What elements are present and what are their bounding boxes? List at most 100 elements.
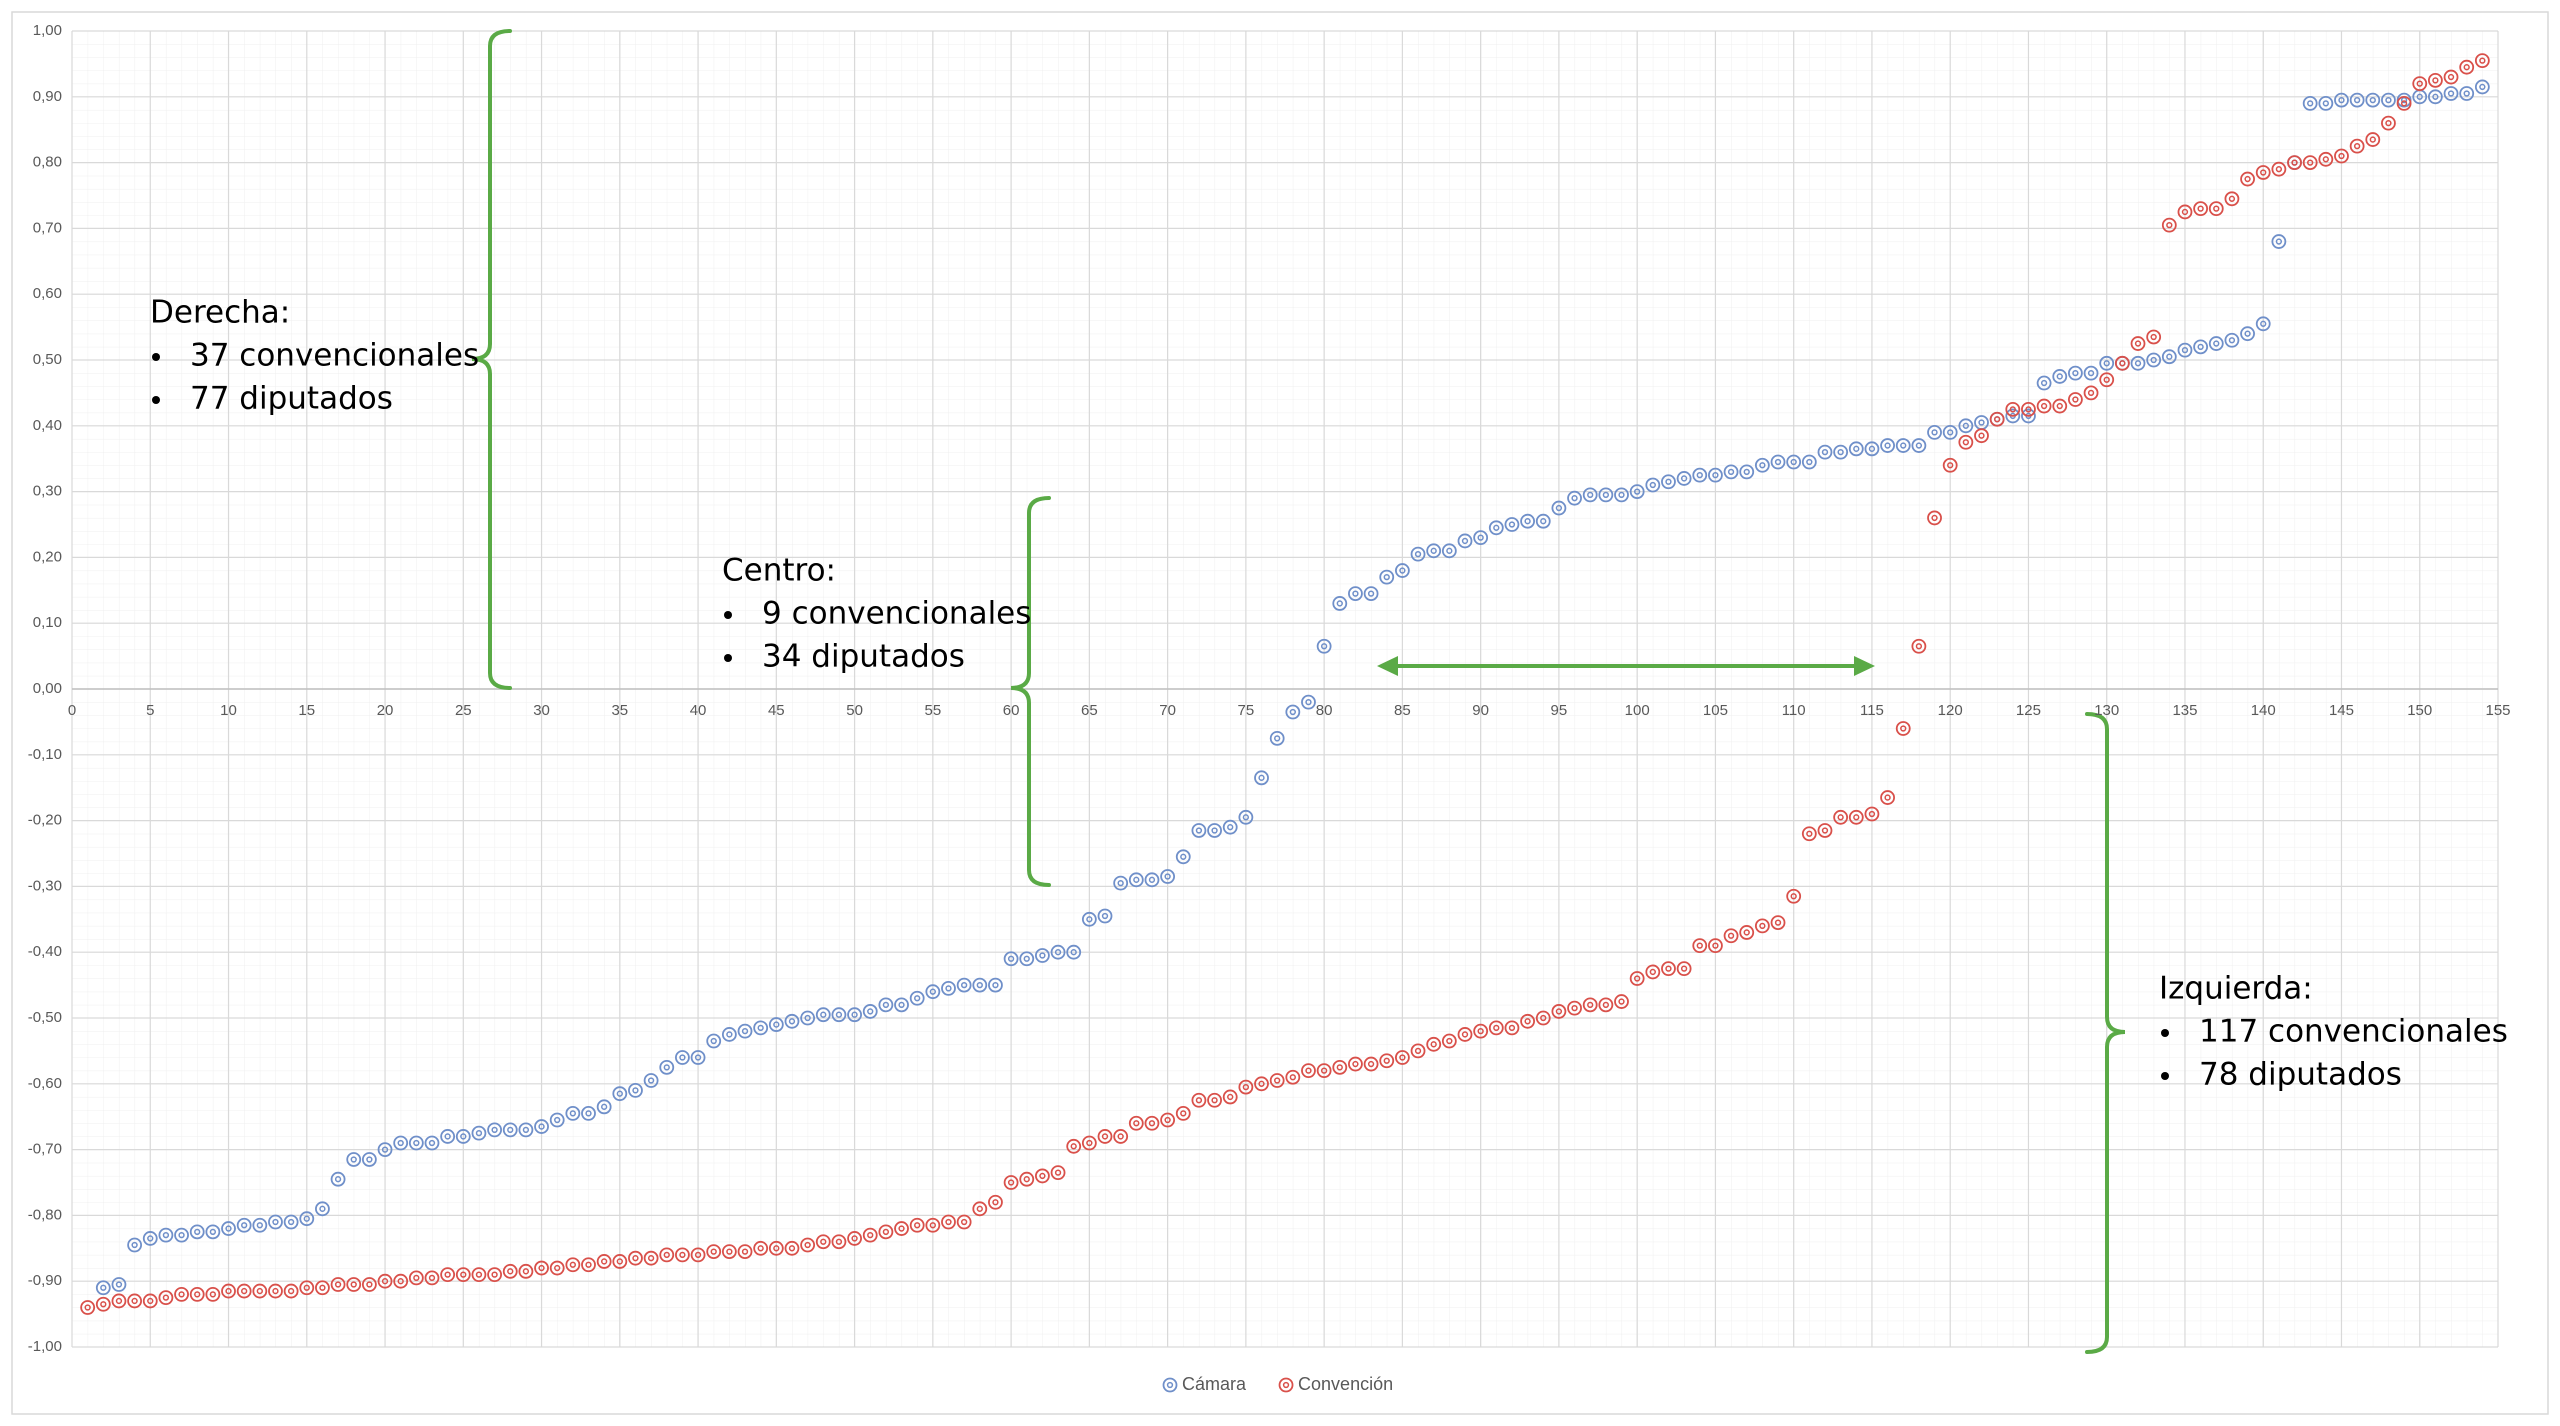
marker-ring <box>2381 115 2396 131</box>
point <box>1003 1175 1019 1190</box>
marker-core <box>2260 169 2267 176</box>
marker-ring <box>1864 441 1880 457</box>
marker-core <box>1446 1037 1453 1045</box>
marker-ring <box>2443 86 2459 101</box>
point <box>1441 1033 1457 1049</box>
marker-core <box>1508 1024 1516 1032</box>
marker-ring <box>1254 770 1269 786</box>
marker-ring <box>1723 464 1739 480</box>
marker-ring <box>1801 826 1817 842</box>
point <box>862 1227 878 1243</box>
marker-ring <box>1019 951 1035 967</box>
marker-ring <box>2005 408 2021 424</box>
marker-core <box>1399 1054 1406 1061</box>
marker-ring <box>1285 1069 1301 1085</box>
marker-ring <box>1629 971 1645 986</box>
point <box>1394 563 1410 578</box>
marker-core <box>2369 96 2376 104</box>
bullet <box>2161 1029 2169 1037</box>
point <box>1254 770 1269 786</box>
point <box>2271 161 2287 177</box>
point <box>268 1214 283 1230</box>
marker-core <box>2166 353 2173 360</box>
point <box>1097 1129 1113 1144</box>
marker-core <box>1665 965 1672 972</box>
point <box>894 1221 909 1236</box>
point <box>549 1112 565 1128</box>
point <box>2099 372 2115 388</box>
point <box>1254 1076 1269 1092</box>
point <box>612 1254 628 1269</box>
marker-core <box>820 1238 827 1245</box>
marker-core <box>1774 458 1782 466</box>
marker-ring <box>1222 1089 1238 1105</box>
marker-core <box>663 1064 670 1071</box>
bullet <box>724 654 732 662</box>
point <box>2130 355 2146 371</box>
marker-ring <box>2052 369 2068 384</box>
marker-ring <box>1520 513 1535 529</box>
x-tick-label: 90 <box>1472 702 1489 719</box>
point <box>1895 438 1911 453</box>
marker-ring <box>346 1277 362 1292</box>
point <box>1974 428 1989 444</box>
brace-center-group <box>1010 496 1051 887</box>
point <box>1942 457 1958 473</box>
marker-core <box>1414 550 1422 558</box>
marker-core <box>1931 514 1938 522</box>
marker-core <box>538 1123 545 1130</box>
marker-core <box>1461 1031 1469 1038</box>
marker-core <box>2181 208 2189 216</box>
x-tick-label: 25 <box>455 702 472 719</box>
point <box>502 1263 518 1279</box>
point <box>1128 872 1144 888</box>
point <box>800 1010 816 1026</box>
point <box>815 1007 831 1023</box>
point <box>1035 948 1050 963</box>
marker-core <box>1367 1060 1375 1068</box>
marker-core <box>2197 343 2204 350</box>
point <box>2193 201 2209 217</box>
point <box>1050 944 1066 960</box>
point <box>268 1283 283 1299</box>
point <box>1363 586 1379 601</box>
point <box>1301 1063 1316 1079</box>
marker-ring <box>1911 638 1927 654</box>
marker-ring <box>174 1227 189 1243</box>
point <box>909 1217 925 1233</box>
marker-ring <box>1927 510 1942 526</box>
point <box>142 1231 158 1246</box>
marker-core <box>1696 942 1703 949</box>
marker-ring <box>690 1247 706 1263</box>
marker-core <box>350 1281 357 1288</box>
marker-core <box>507 1268 514 1275</box>
marker-ring <box>1332 1059 1348 1075</box>
y-tick-label: 0,70 <box>33 219 62 236</box>
marker-ring <box>1175 849 1191 865</box>
marker-ring <box>800 1010 816 1026</box>
marker-ring <box>1848 809 1864 825</box>
point <box>1880 438 1895 453</box>
point <box>1817 444 1833 460</box>
point <box>596 1254 612 1269</box>
marker-ring <box>753 1020 769 1036</box>
marker-core <box>1133 1120 1140 1127</box>
point <box>95 1296 111 1312</box>
point <box>1958 434 1974 450</box>
point <box>1003 951 1019 967</box>
marker-core <box>1915 442 1923 449</box>
marker-core <box>1274 735 1281 742</box>
point <box>487 1122 502 1138</box>
point <box>1081 1135 1097 1151</box>
marker-core <box>209 1291 217 1298</box>
y-tick-label: 0,00 <box>33 680 62 697</box>
point <box>1598 487 1614 503</box>
marker-ring <box>80 1300 96 1315</box>
point <box>1160 1112 1176 1128</box>
point <box>1473 530 1489 546</box>
point <box>1958 418 1974 434</box>
marker-core <box>1524 518 1531 525</box>
marker-core <box>2307 100 2314 107</box>
marker-core <box>2447 90 2455 97</box>
series <box>80 53 2490 1315</box>
